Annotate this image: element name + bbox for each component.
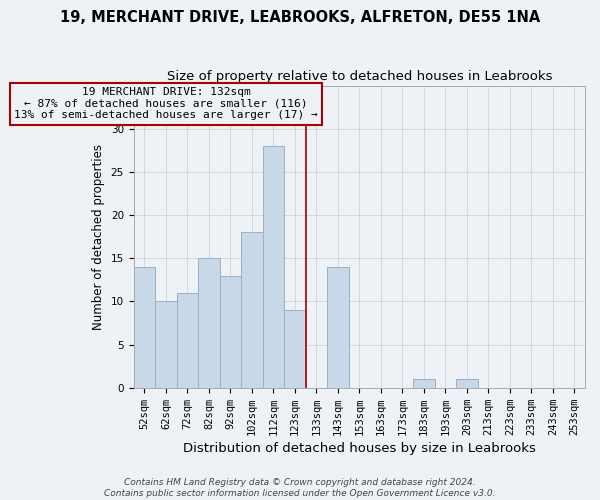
Bar xyxy=(198,258,220,388)
Bar xyxy=(241,232,263,388)
Text: Contains HM Land Registry data © Crown copyright and database right 2024.
Contai: Contains HM Land Registry data © Crown c… xyxy=(104,478,496,498)
Bar xyxy=(134,267,155,388)
Title: Size of property relative to detached houses in Leabrooks: Size of property relative to detached ho… xyxy=(167,70,552,83)
X-axis label: Distribution of detached houses by size in Leabrooks: Distribution of detached houses by size … xyxy=(183,442,536,455)
Text: 19 MERCHANT DRIVE: 132sqm
← 87% of detached houses are smaller (116)
13% of semi: 19 MERCHANT DRIVE: 132sqm ← 87% of detac… xyxy=(14,88,318,120)
Text: 19, MERCHANT DRIVE, LEABROOKS, ALFRETON, DE55 1NA: 19, MERCHANT DRIVE, LEABROOKS, ALFRETON,… xyxy=(60,10,540,25)
Bar xyxy=(456,379,478,388)
Y-axis label: Number of detached properties: Number of detached properties xyxy=(92,144,105,330)
Bar xyxy=(413,379,434,388)
Bar xyxy=(284,310,305,388)
Bar xyxy=(155,302,176,388)
Bar xyxy=(220,276,241,388)
Bar xyxy=(327,267,349,388)
Bar xyxy=(263,146,284,388)
Bar xyxy=(176,293,198,388)
